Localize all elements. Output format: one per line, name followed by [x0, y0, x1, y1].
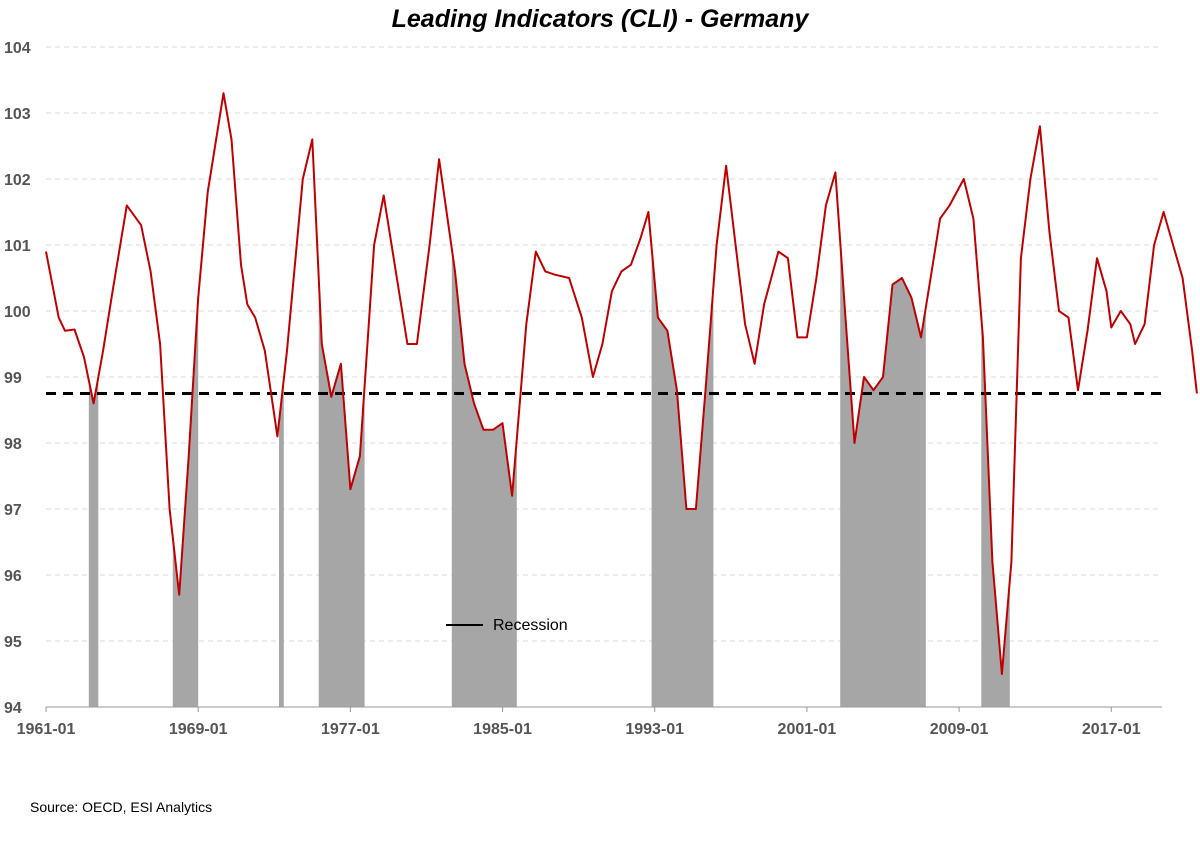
y-tick-label: 101: [4, 238, 31, 255]
recession-shade: [318, 275, 365, 707]
recession-shade: [981, 317, 1010, 707]
y-tick-label: 97: [4, 502, 22, 519]
cli-series: [45, 92, 1198, 675]
y-tick-label: 103: [4, 106, 31, 123]
y-tick-label: 102: [4, 172, 31, 189]
x-tick-label: 1985-01: [473, 721, 532, 738]
legend: Recession: [446, 617, 568, 634]
y-tick-label: 95: [4, 634, 22, 651]
y-tick-label: 100: [4, 304, 31, 321]
x-tick-label: 2001-01: [778, 721, 837, 738]
recession-shade: [279, 379, 284, 707]
x-tick-label: 2009-01: [930, 721, 989, 738]
recession-shade: [88, 377, 99, 707]
x-tick-label: 1993-01: [625, 721, 684, 738]
x-tick-label: 2017-01: [1082, 721, 1141, 738]
recession-shade: [651, 247, 714, 707]
y-tick-label: 94: [4, 700, 22, 717]
x-tick-label: 1961-01: [17, 721, 76, 738]
recession-shade: [451, 249, 517, 707]
y-tick-label: 104: [4, 40, 31, 57]
chart-title: Leading Indicators (CLI) - Germany: [392, 5, 810, 33]
gridlines: [46, 46, 1162, 642]
axes: 94 95 96 97 98 99 100 101 102 103 104 1961-01 1969-0…: [4, 40, 1162, 738]
x-tick-label: 1977-01: [321, 721, 380, 738]
recession-shade: [840, 241, 926, 707]
cli-line: [45, 92, 1198, 675]
y-tick-label: 98: [4, 436, 22, 453]
legend-recession-label: Recession: [493, 617, 568, 634]
x-tick-label: 1969-01: [169, 721, 228, 738]
source-note: Source: OECD, ESI Analytics: [30, 799, 213, 815]
recession-shading: [88, 241, 1010, 707]
y-tick-label: 96: [4, 568, 22, 585]
y-tick-label: 99: [4, 370, 22, 387]
